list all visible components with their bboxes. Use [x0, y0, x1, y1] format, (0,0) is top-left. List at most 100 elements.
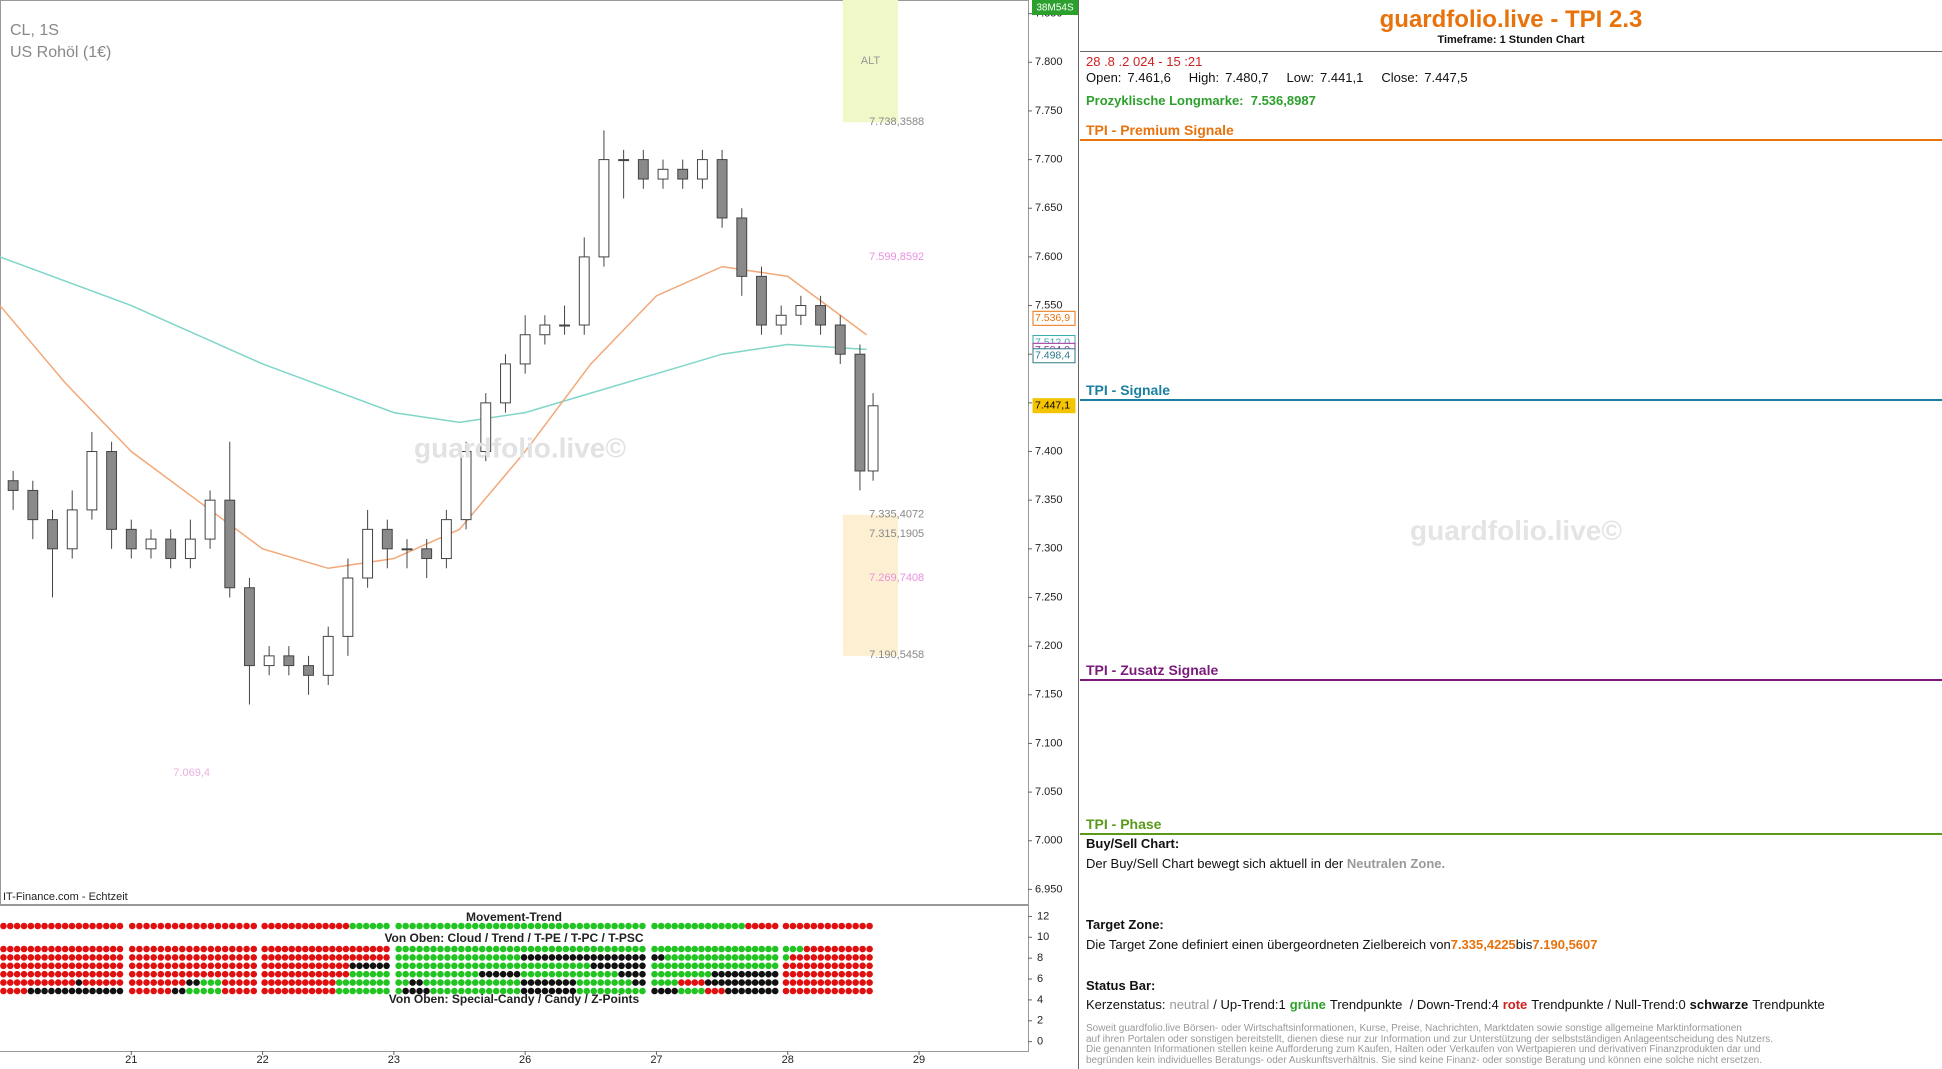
trend-dot [6, 970, 14, 978]
trend-dot [492, 954, 500, 961]
buysell-title: Buy/Sell Chart: [1086, 836, 1180, 851]
trend-dot [738, 945, 745, 953]
trend-dot [250, 962, 258, 970]
trend-dot [831, 979, 839, 986]
trend-dot [765, 922, 772, 930]
trend-dot [527, 954, 535, 961]
countdown: 38M54S [1036, 3, 1074, 14]
trend-dot [376, 945, 384, 953]
candle-body [283, 655, 295, 667]
trend-dot [444, 979, 451, 986]
trend-dot [409, 962, 416, 970]
trend-dot [824, 979, 832, 986]
trend-dot [437, 987, 444, 995]
info-panel: guardfolio.live - TPI 2.3 Timeframe: 1 S… [1080, 0, 1942, 1069]
candle-body [480, 402, 492, 453]
trend-dot [229, 954, 236, 961]
trend-dot [214, 945, 222, 953]
trend-dot [20, 962, 28, 970]
trend-dot [632, 970, 639, 978]
trend-dot [597, 922, 604, 930]
trend-dot [845, 954, 852, 961]
trend-dot [451, 987, 458, 995]
trend-dot [395, 979, 402, 986]
trend-dot [143, 987, 150, 995]
trend-dot [782, 979, 790, 986]
trend-dot [639, 922, 646, 930]
trend-dot [471, 970, 479, 978]
trend-dot [82, 954, 90, 961]
price-annotation: 7.738,3588 [869, 116, 924, 128]
trend-dot [534, 945, 542, 953]
trend-dot [423, 979, 430, 986]
trend-dot [236, 987, 243, 995]
symbol: CL, 1S [10, 22, 59, 39]
trend-dot [751, 962, 759, 970]
trend-dot [576, 962, 584, 970]
trend-dot [356, 987, 363, 995]
trend-dot [274, 954, 282, 961]
trend-dot [597, 954, 604, 961]
trend-dot [75, 945, 83, 953]
trend-dot [458, 954, 465, 961]
trend-dot [322, 987, 329, 995]
trend-dot [186, 945, 193, 953]
trend-dot [520, 962, 528, 970]
trend-dot [724, 954, 732, 961]
candle-body [106, 451, 118, 530]
trend-dot [268, 922, 275, 930]
trend-dot [102, 987, 110, 995]
target-zone [842, 0, 899, 123]
trend-dot [671, 945, 678, 953]
trend-dot [369, 962, 377, 970]
trend-dot [61, 962, 69, 970]
trend-dot [430, 979, 437, 986]
trend-dot [383, 954, 390, 961]
trend-dot [75, 970, 83, 978]
candle-body [854, 353, 866, 472]
trend-dot [632, 987, 639, 995]
trend-dot [771, 954, 779, 961]
trend-dot [541, 987, 549, 995]
trend-dot [268, 979, 275, 986]
trend-dot [555, 945, 563, 953]
trend-dot [657, 945, 665, 953]
y-tick-label: 7.100 [1035, 737, 1063, 749]
trend-dot [618, 922, 625, 930]
trend-dot [724, 987, 732, 995]
trend-dot [322, 962, 329, 970]
trend-dot [301, 954, 309, 961]
trend-dot [6, 945, 14, 953]
trend-dot [796, 987, 804, 995]
trend-dot [150, 962, 157, 970]
trend-dot [731, 970, 739, 978]
trend-dot [96, 970, 103, 978]
trend-dot [852, 922, 859, 930]
trend-dot [437, 945, 444, 953]
candle-body [47, 519, 58, 550]
trend-dot [704, 987, 712, 995]
trend-dot [691, 979, 699, 986]
price-tag [1032, 348, 1076, 364]
trend-dot [590, 922, 598, 930]
x-tick-label: 29 [913, 1054, 925, 1066]
trend-dot [402, 962, 409, 970]
trend-dot [632, 962, 639, 970]
trend-dot [437, 970, 444, 978]
trend-dot [465, 962, 472, 970]
sub-y-tick-label: 4 [1037, 994, 1043, 1006]
trend-dot [423, 987, 430, 995]
trend-dot [639, 987, 646, 995]
trend-dot [738, 922, 745, 930]
trend-dot [789, 922, 797, 930]
trend-dot [268, 962, 275, 970]
trend-dot [34, 970, 42, 978]
candle-body [815, 305, 826, 326]
trend-dot [281, 970, 289, 978]
section-line [1080, 679, 1942, 681]
candle-body [440, 519, 452, 560]
trend-dot [698, 922, 705, 930]
trend-dot [0, 970, 7, 978]
candle-body [598, 159, 610, 258]
trend-dot [838, 945, 846, 953]
